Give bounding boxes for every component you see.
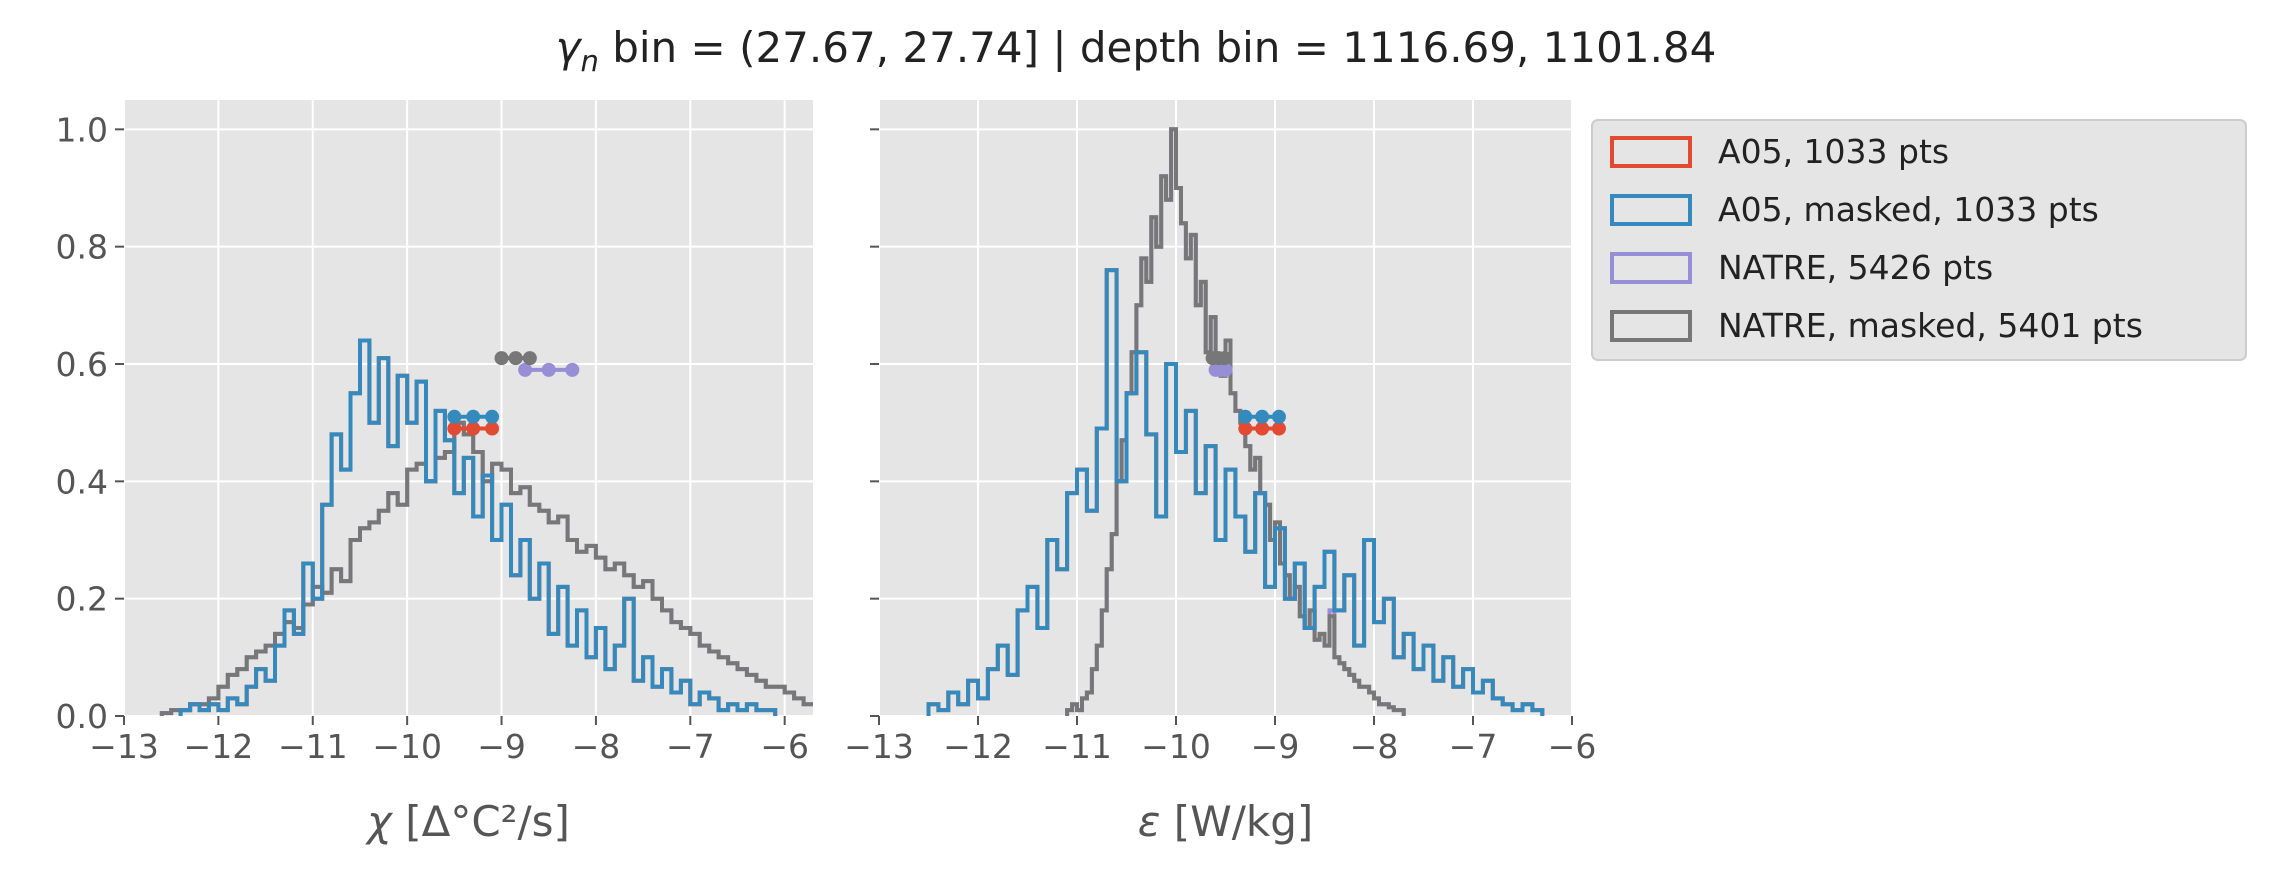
y-tick-label: 0.8 <box>56 228 108 267</box>
marker-point <box>1255 409 1270 424</box>
marker-point <box>518 362 533 377</box>
legend-swatch <box>1610 252 1692 284</box>
marker-group-natre-masked <box>494 351 537 366</box>
legend-swatch <box>1610 194 1692 226</box>
x-tick-label: −13 <box>89 727 159 766</box>
marker-group-natre <box>518 362 580 377</box>
legend-item-natre-masked: NATRE, masked, 5401 pts <box>1610 306 2143 345</box>
marker-point <box>1217 351 1232 366</box>
x-tick-label: −8 <box>572 727 621 766</box>
marker-point <box>541 362 556 377</box>
marker-point <box>485 409 500 424</box>
series-group <box>926 127 1545 716</box>
histogram-natre-masked <box>159 420 813 716</box>
x-tick-label: −6 <box>760 727 809 766</box>
x-tick-label: −7 <box>1449 727 1498 766</box>
legend-label: NATRE, 5426 pts <box>1718 248 1993 287</box>
x-axis-label-symbol: ε <box>1138 797 1161 846</box>
x-tick-label: −10 <box>1141 727 1211 766</box>
legend: A05, 1033 pts A05, masked, 1033 pts NATRE,… <box>1591 119 2247 361</box>
marker-point <box>522 351 537 366</box>
x-tick-label: −11 <box>1042 727 1112 766</box>
marker-group-a05 <box>1238 421 1286 436</box>
marker-group-a05-masked <box>1238 409 1286 424</box>
marker-point <box>1238 421 1253 436</box>
title-text: bin = (27.67, 27.74] | depth bin = 1116.… <box>599 23 1717 72</box>
marker-point <box>447 421 462 436</box>
marker-point <box>447 409 462 424</box>
marker-point <box>1218 362 1233 377</box>
marker-point <box>1271 409 1286 424</box>
title-symbol: γ <box>556 23 583 72</box>
y-tick-label: 0.4 <box>56 462 108 501</box>
marker-group-a05 <box>447 421 500 436</box>
marker-point <box>466 409 481 424</box>
legend-swatch <box>1610 310 1692 342</box>
marker-point <box>1271 421 1286 436</box>
epsilon-histogram-panel: −13 −12 −11 −10 −9 −8 −7 −6 ε [W/kg] <box>844 100 1596 846</box>
marker-group-a05-masked <box>447 409 500 424</box>
chi-histogram-panel: −13 −12 −11 −10 −9 −8 −7 −6 0.0 0.2 0.4 0.6 0.8 1.0 χ … <box>56 100 813 846</box>
plot-area <box>124 100 813 716</box>
x-tick-label: −6 <box>1548 727 1597 766</box>
figure-title: γn bin = (27.67, 27.74] | depth bin = 11… <box>556 23 1717 78</box>
legend-label: NATRE, masked, 5401 pts <box>1718 306 2143 345</box>
legend-swatch <box>1610 136 1692 168</box>
marker-point <box>494 351 509 366</box>
x-tick-label: −9 <box>477 727 526 766</box>
y-tick-label: 0.6 <box>56 345 108 384</box>
x-axis-label-symbol: χ <box>365 797 394 846</box>
marker-point <box>1255 421 1270 436</box>
marker-point <box>1238 409 1253 424</box>
x-tick-label: −10 <box>372 727 442 766</box>
marker-group-natre <box>1208 362 1233 377</box>
x-tick-label: −11 <box>278 727 348 766</box>
legend-item-a05: A05, 1033 pts <box>1610 132 1949 171</box>
x-axis-label: ε [W/kg] <box>1138 797 1314 846</box>
x-tick-label: −12 <box>184 727 254 766</box>
marker-point <box>485 421 500 436</box>
x-axis-label: χ [Δ°C²/s] <box>365 797 570 846</box>
legend-label: A05, masked, 1033 pts <box>1718 190 2099 229</box>
x-tick-label: −12 <box>943 727 1013 766</box>
x-tick-label: −13 <box>844 727 914 766</box>
title-subscript: n <box>580 44 598 78</box>
legend-frame <box>1591 119 2247 361</box>
series-group <box>159 338 813 716</box>
marker-point <box>565 362 580 377</box>
y-tick-label: 1.0 <box>56 110 108 149</box>
histogram-a05-masked <box>178 338 778 716</box>
histogram-natre-masked <box>1065 127 1406 716</box>
legend-label: A05, 1033 pts <box>1718 132 1949 171</box>
legend-item-a05-masked: A05, masked, 1033 pts <box>1610 190 2099 229</box>
marker-point <box>466 421 481 436</box>
legend-item-natre: NATRE, 5426 pts <box>1610 248 1993 287</box>
x-tick-label: −8 <box>1350 727 1399 766</box>
y-tick-label: 0.2 <box>56 580 108 619</box>
x-tick-label: −9 <box>1251 727 1300 766</box>
x-axis-label-unit: [Δ°C²/s] <box>392 797 570 846</box>
x-tick-label: −7 <box>666 727 715 766</box>
plot-area <box>879 100 1572 716</box>
y-tick-label: 0.0 <box>56 697 108 736</box>
histogram-a05-masked <box>926 268 1545 716</box>
marker-point <box>508 351 523 366</box>
x-axis-label-unit: [W/kg] <box>1160 797 1313 846</box>
marker-group-natre-masked <box>1205 351 1232 366</box>
